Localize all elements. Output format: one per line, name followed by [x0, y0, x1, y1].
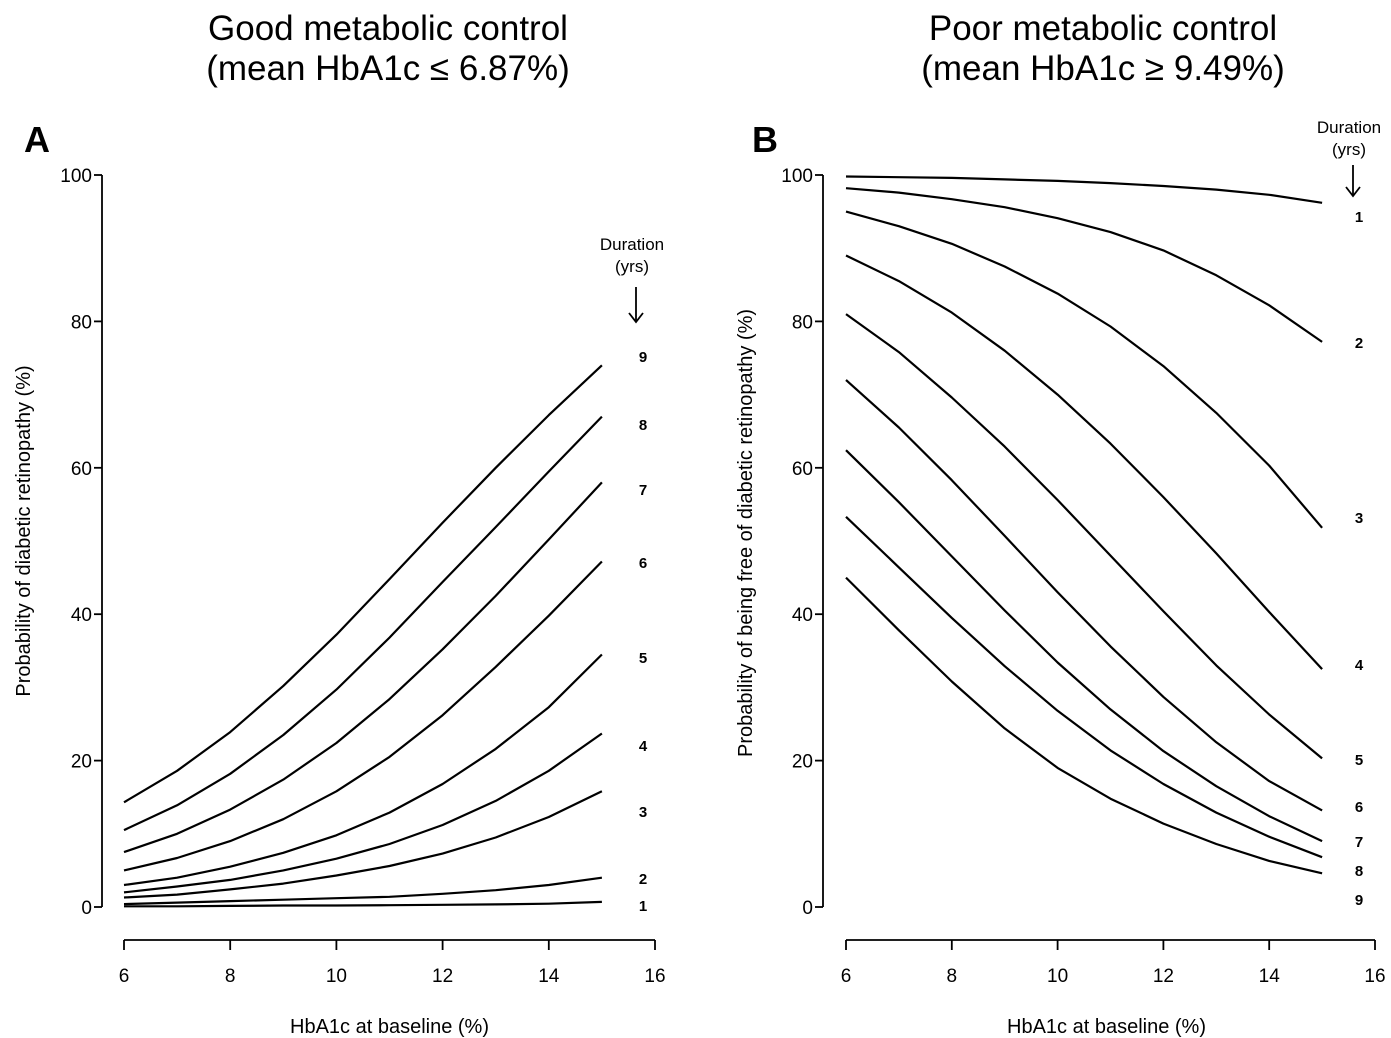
chart-a-series-label-3: 3 [639, 804, 647, 821]
chart-a-series-label-4: 4 [639, 738, 648, 755]
chart-a-x-tick-label: 6 [119, 966, 130, 987]
chart-a-x-axis-label: HbA1c at baseline (%) [290, 1016, 489, 1038]
chart-a-y-tick-label: 60 [71, 459, 92, 480]
chart-a-x-tick-label: 14 [538, 966, 560, 987]
chart-b-series-label-8: 8 [1355, 863, 1363, 880]
chart-b-series-label-7: 7 [1355, 834, 1363, 851]
chart-a-series-line-6 [123, 560, 603, 872]
panel-b-duration-header-line1: Duration [1317, 118, 1381, 137]
panel-a-duration-header-line1: Duration [600, 235, 664, 254]
chart-b-y-axis-label: Probability of being free of diabetic re… [735, 309, 757, 757]
chart-a-series-label-7: 7 [639, 482, 647, 499]
chart-b-y-tick-label: 0 [802, 898, 813, 919]
chart-b-series-line-2 [845, 187, 1323, 343]
chart-b-y-tick-label: 80 [792, 312, 813, 333]
chart-b-series-line-1 [845, 175, 1323, 204]
panel-a-title-line1: Good metabolic control [208, 9, 568, 48]
chart-a-x-tick-label: 8 [225, 966, 236, 987]
chart-b-y-tick-label: 60 [792, 459, 813, 480]
chart-b-series-label-4: 4 [1355, 657, 1364, 674]
chart-b-x-tick-label: 8 [947, 966, 958, 987]
chart-a-series-line-3 [123, 790, 603, 899]
chart-b-series-line-5 [845, 313, 1323, 760]
chart-b-series-label-2: 2 [1355, 335, 1363, 352]
chart-a-y-tick-label: 0 [81, 898, 92, 919]
chart-a-y-tick-label: 80 [71, 312, 92, 333]
chart-b-y-tick-label: 40 [792, 605, 813, 626]
chart-b-x-tick-label: 16 [1364, 966, 1385, 987]
chart-a-y-tick-label: 100 [60, 166, 92, 187]
chart-b-series-line-3 [845, 210, 1323, 529]
chart-b-series-line-6 [845, 379, 1323, 812]
chart-a-series-line-5 [123, 653, 603, 887]
chart-b-y-tick-label: 100 [781, 166, 813, 187]
chart-a-series-line-7 [123, 481, 603, 854]
panel-b-title-line1: Poor metabolic control [929, 9, 1277, 48]
chart-a-series-label-6: 6 [639, 555, 647, 572]
chart-b-x-tick-label: 10 [1047, 966, 1068, 987]
chart-a-x-tick-label: 16 [644, 966, 665, 987]
chart-b-series-line-8 [845, 516, 1323, 859]
chart-a-y-tick-label: 20 [71, 752, 92, 773]
chart-a-series-line-1 [124, 900, 602, 908]
chart-b-series-line-7 [845, 449, 1323, 843]
chart-a-series-line-8 [123, 415, 603, 832]
chart-a-x-tick-label: 12 [432, 966, 453, 987]
chart-a-series-label-9: 9 [639, 349, 647, 366]
chart-a-series-line-4 [123, 732, 603, 894]
panel-a-duration-arrow-icon [628, 287, 644, 324]
panel-b-title-line2: (mean HbA1c ≥ 9.49%) [921, 49, 1285, 88]
chart-a-series-label-8: 8 [639, 417, 647, 434]
panel-b-duration-arrow-icon [1345, 165, 1361, 198]
panel-b-duration-header-line2: (yrs) [1332, 140, 1366, 159]
chart-a-y-tick-label: 40 [71, 605, 92, 626]
chart-b-series-label-5: 5 [1355, 752, 1363, 769]
panel-a-label: A [24, 119, 50, 160]
panel-b-label: B [752, 119, 778, 160]
chart-a-series-line-2 [123, 876, 603, 906]
chart-b-series-label-6: 6 [1355, 799, 1363, 816]
chart-a-x-tick-label: 10 [326, 966, 347, 987]
chart-b-series-label-1: 1 [1355, 209, 1363, 226]
chart-b-series-label-3: 3 [1355, 510, 1363, 527]
chart-b-x-tick-label: 14 [1259, 966, 1281, 987]
chart-b-series-label-9: 9 [1355, 892, 1363, 909]
chart-b-series-line-9 [845, 576, 1323, 875]
chart-a-y-axis-label: Probability of diabetic retinopathy (%) [13, 365, 35, 696]
chart-b-x-axis-label: HbA1c at baseline (%) [1007, 1016, 1206, 1038]
panel-a-title-line2: (mean HbA1c ≤ 6.87%) [206, 49, 570, 88]
chart-b-y-tick-label: 20 [792, 752, 813, 773]
chart-a-series-label-1: 1 [639, 898, 647, 915]
chart-b-x-tick-label: 12 [1153, 966, 1174, 987]
chart-b-series-line-4 [845, 254, 1323, 670]
panel-a-duration-header-line2: (yrs) [615, 257, 649, 276]
chart-b-x-tick-label: 6 [841, 966, 852, 987]
chart-a-series-line-9 [123, 364, 603, 804]
chart-a-series-label-2: 2 [639, 871, 647, 888]
chart-a-series-label-5: 5 [639, 650, 647, 667]
